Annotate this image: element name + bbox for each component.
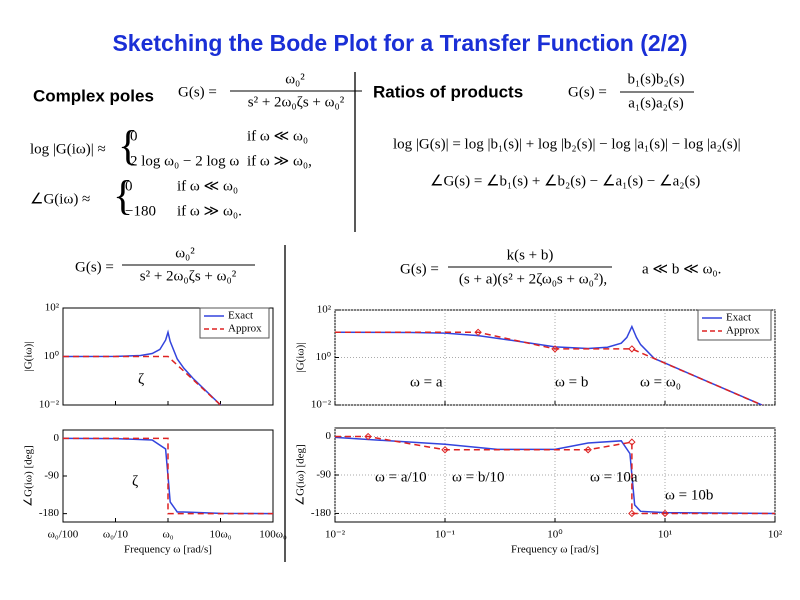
y-axis-label: |G(iω)|	[23, 342, 35, 372]
heading: Ratios of products	[373, 82, 523, 101]
y-axis-label: |G(iω)|	[295, 343, 307, 373]
case-cond: if ω ≫ ω₀.	[177, 203, 242, 219]
formula-lhs: log |G(iω)| ≈	[30, 141, 106, 157]
x-tick-label: ω₀	[162, 529, 173, 541]
marker	[628, 438, 636, 446]
chart: 10⁻² 10⁻¹ 10⁰ 10¹ 10² 0 -90 -180 Frequency ω [ra…	[295, 427, 783, 556]
marker	[628, 509, 636, 518]
formula-lhs: G(s) =	[178, 84, 217, 100]
series-line	[63, 437, 273, 515]
annotation: ζ	[132, 473, 138, 489]
case-cond: if ω ≪ ω₀	[177, 178, 238, 194]
formula: a ≪ b ≪ ω₀.	[642, 261, 721, 277]
formula-lhs: G(s) =	[568, 84, 607, 100]
series-line	[335, 324, 764, 405]
brace: {	[118, 124, 138, 170]
marker	[474, 328, 482, 337]
case-cond: if ω ≪ ω₀	[247, 128, 308, 144]
marker	[584, 446, 592, 454]
formula-lhs: G(s) =	[75, 259, 114, 275]
series-line	[63, 437, 273, 515]
legend-label: Exact	[726, 312, 751, 324]
x-tick-label: 10ω₀	[209, 529, 231, 541]
marker	[364, 432, 372, 441]
formula-den: s² + 2ω₀ζs + ω₀²	[140, 268, 237, 284]
formula-lhs: ∠G(iω) ≈	[30, 191, 90, 207]
series-line	[63, 355, 222, 405]
x-axis-label: Frequency ω [rad/s]	[511, 544, 599, 556]
x-tick-label: ω₀/100	[48, 529, 79, 541]
y-tick-label: 10²	[317, 304, 332, 316]
annotation: ω = b/10	[452, 469, 505, 485]
annotation: ω = a/10	[375, 469, 427, 485]
formula-den: a₁(s)a₂(s)	[628, 95, 683, 111]
series-line	[335, 436, 775, 515]
case-cond: if ω ≫ ω₀,	[247, 153, 312, 169]
formula: ∠G(s) = ∠b₁(s) + ∠b₂(s) − ∠a₁(s) − ∠a₂(s…	[430, 173, 700, 189]
formula: log |G(s)| = log |b₁(s)| + log |b₂(s)| −…	[393, 136, 741, 152]
legend-label: Approx	[726, 325, 760, 337]
y-tick-label: 10⁰	[44, 350, 60, 362]
formula-den: s² + 2ω₀ζs + ω₀²	[248, 94, 345, 110]
case: 2 log ω₀ − 2 log ω	[130, 153, 239, 169]
annotation: ζ	[138, 371, 144, 387]
annotation: ω = b	[555, 374, 588, 390]
legend-label: Exact	[228, 310, 253, 322]
brace: {	[113, 174, 133, 220]
marker	[551, 345, 559, 353]
legend	[697, 309, 772, 341]
annotation: ω = 10a	[590, 469, 638, 485]
x-tick-label: 10¹	[658, 529, 672, 541]
x-axis-label: Frequency ω [rad/s]	[124, 544, 212, 556]
y-tick-label: 0	[326, 430, 332, 442]
y-tick-label: -90	[316, 469, 331, 481]
annotation: ω = 10b	[665, 487, 713, 503]
marker	[441, 446, 449, 454]
series-line	[63, 329, 222, 405]
y-tick-label: -90	[44, 470, 59, 482]
x-tick-label: 10²	[768, 529, 783, 541]
x-tick-label: 10⁻¹	[435, 529, 455, 541]
chart: ω₀/100 ω₀/10 ω₀ 10ω₀ 100ω₀ 0 -90 -180 Frequency …	[23, 429, 287, 556]
formula-lhs: G(s) =	[400, 261, 439, 277]
y-axis-label: ∠G(iω) [deg]	[23, 445, 35, 506]
x-tick-label: 100ω₀	[259, 529, 287, 541]
y-tick-label: 0	[54, 432, 60, 444]
y-axis-label: ∠G(iω) [deg]	[295, 444, 307, 505]
x-tick-label: 10⁻²	[325, 529, 346, 541]
y-tick-label: 10⁻²	[311, 399, 332, 411]
x-tick-label: 10⁰	[547, 529, 563, 541]
y-tick-label: 10²	[45, 302, 60, 314]
heading: Complex poles	[33, 86, 154, 105]
chart: 10² 10⁰ 10⁻² |G(iω)| ω = a ω = b ω = ω₀ ExactAp…	[295, 304, 776, 411]
case: 0	[130, 128, 138, 144]
formula-num: k(s + b)	[507, 247, 554, 263]
x-tick-label: ω₀/10	[103, 529, 129, 541]
annotation: ω = a	[410, 374, 443, 390]
annotation: ω = ω₀	[640, 374, 681, 390]
formula-den: (s + a)(s² + 2ζω₀s + ω₀²),	[459, 271, 607, 287]
formula-num: ω₀²	[175, 245, 195, 261]
y-tick-label: 10⁰	[316, 351, 332, 363]
marker	[628, 345, 636, 353]
case: −180	[125, 203, 156, 219]
y-tick-label: -180	[39, 507, 60, 519]
case: 0	[125, 178, 133, 194]
title: Sketching the Bode Plot for a Transfer F…	[112, 30, 687, 56]
y-tick-label: 10⁻²	[39, 399, 60, 411]
formula-num: b₁(s)b₂(s)	[627, 71, 684, 87]
y-tick-label: -180	[311, 507, 332, 519]
series-line	[335, 331, 764, 405]
formula-num: ω₀²	[285, 71, 305, 87]
marker	[661, 509, 669, 518]
legend-label: Approx	[228, 323, 262, 335]
legend	[199, 307, 270, 339]
